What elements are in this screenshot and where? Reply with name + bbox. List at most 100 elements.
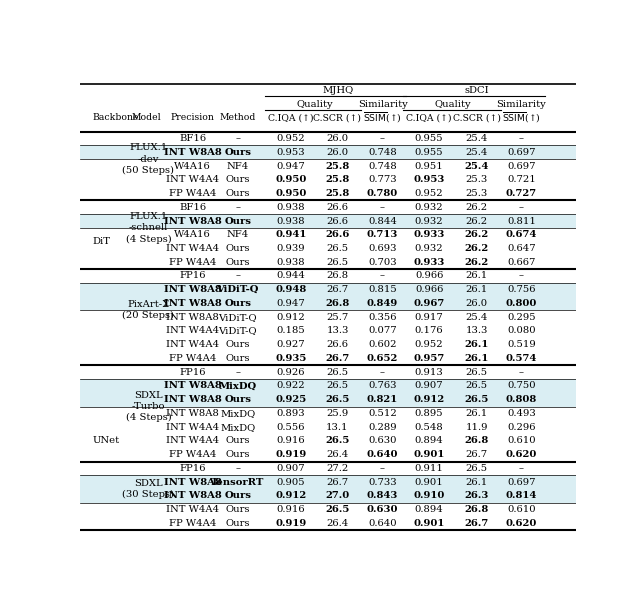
Text: 0.721: 0.721 <box>507 175 536 184</box>
Text: SDXL
(30 Steps): SDXL (30 Steps) <box>122 479 175 499</box>
Text: INT W8A8: INT W8A8 <box>164 395 221 404</box>
Text: 0.922: 0.922 <box>276 382 305 391</box>
Text: 27.2: 27.2 <box>326 464 349 473</box>
Text: UNet: UNet <box>92 436 120 445</box>
Text: Precision: Precision <box>171 113 214 122</box>
Text: DiT: DiT <box>92 237 111 246</box>
Text: 0.944: 0.944 <box>276 271 305 280</box>
Text: 0.610: 0.610 <box>507 505 536 514</box>
Text: 26.1: 26.1 <box>466 285 488 294</box>
Text: 0.951: 0.951 <box>415 161 444 170</box>
Text: 0.176: 0.176 <box>415 326 444 335</box>
Text: 0.821: 0.821 <box>367 395 398 404</box>
Text: 0.733: 0.733 <box>368 478 397 487</box>
Text: 0.703: 0.703 <box>368 258 397 267</box>
Text: 26.2: 26.2 <box>465 244 489 253</box>
Text: ViDiT-Q: ViDiT-Q <box>218 326 257 335</box>
Text: 26.2: 26.2 <box>466 217 488 226</box>
Text: 25.8: 25.8 <box>325 189 349 198</box>
Text: 0.620: 0.620 <box>506 450 537 459</box>
Text: INT W4A4: INT W4A4 <box>166 436 219 445</box>
Text: 26.3: 26.3 <box>465 491 489 500</box>
Text: 0.574: 0.574 <box>506 354 537 363</box>
Text: C.IQA (↑): C.IQA (↑) <box>406 113 452 122</box>
Text: 0.932: 0.932 <box>415 244 444 253</box>
Text: 0.185: 0.185 <box>276 326 305 335</box>
Text: 0.814: 0.814 <box>506 491 537 500</box>
Text: 0.697: 0.697 <box>507 148 536 157</box>
Text: 0.800: 0.800 <box>506 299 537 308</box>
Text: 0.811: 0.811 <box>507 217 536 226</box>
Text: 27.0: 27.0 <box>325 491 349 500</box>
Text: FP W4A4: FP W4A4 <box>169 519 216 528</box>
Text: –: – <box>380 368 385 377</box>
Text: 0.652: 0.652 <box>367 354 398 363</box>
Text: Ours: Ours <box>225 519 250 528</box>
Text: 0.932: 0.932 <box>415 203 444 212</box>
Text: PixArt-Σ
(20 Steps): PixArt-Σ (20 Steps) <box>122 300 175 320</box>
Text: MixDQ: MixDQ <box>219 382 257 391</box>
Text: INT W4A4: INT W4A4 <box>166 244 219 253</box>
Text: FP W4A4: FP W4A4 <box>169 450 216 459</box>
Text: 26.0: 26.0 <box>466 299 488 308</box>
Text: 26.1: 26.1 <box>466 409 488 418</box>
Text: 26.2: 26.2 <box>466 203 488 212</box>
Text: 0.630: 0.630 <box>368 436 397 445</box>
Text: –: – <box>519 134 524 143</box>
Bar <box>80 283 576 296</box>
Text: –: – <box>380 464 385 473</box>
Text: 0.938: 0.938 <box>276 217 305 226</box>
Text: 26.5: 26.5 <box>326 382 349 391</box>
Text: 26.0: 26.0 <box>326 134 349 143</box>
Text: 0.952: 0.952 <box>415 340 444 349</box>
Text: 0.935: 0.935 <box>275 354 307 363</box>
Text: 0.289: 0.289 <box>368 423 397 432</box>
Text: –: – <box>519 464 524 473</box>
Text: 26.7: 26.7 <box>465 519 489 528</box>
Text: 0.953: 0.953 <box>413 175 445 184</box>
Text: 26.5: 26.5 <box>465 395 489 404</box>
Text: Ours: Ours <box>225 340 250 349</box>
Text: 0.966: 0.966 <box>415 271 444 280</box>
Text: Backbone: Backbone <box>92 113 139 122</box>
Text: 0.843: 0.843 <box>367 491 398 500</box>
Text: 0.548: 0.548 <box>415 423 444 432</box>
Text: 0.296: 0.296 <box>507 423 536 432</box>
Text: 26.7: 26.7 <box>325 354 349 363</box>
Text: 26.2: 26.2 <box>465 258 489 267</box>
Text: 0.693: 0.693 <box>368 244 397 253</box>
Text: 25.4: 25.4 <box>465 161 489 170</box>
Text: 0.938: 0.938 <box>276 203 305 212</box>
Text: FP16: FP16 <box>179 464 206 473</box>
Text: 0.808: 0.808 <box>506 395 537 404</box>
Text: 26.1: 26.1 <box>466 478 488 487</box>
Text: 0.519: 0.519 <box>507 340 536 349</box>
Text: C.SCR (↑): C.SCR (↑) <box>314 113 362 122</box>
Text: 0.933: 0.933 <box>413 230 445 239</box>
Text: 26.6: 26.6 <box>326 217 348 226</box>
Text: Ours: Ours <box>224 217 252 226</box>
Text: 0.919: 0.919 <box>275 450 307 459</box>
Text: 0.727: 0.727 <box>506 189 537 198</box>
Text: 26.7: 26.7 <box>466 450 488 459</box>
Text: 0.927: 0.927 <box>276 340 305 349</box>
Text: W4A16: W4A16 <box>174 230 211 239</box>
Text: 0.894: 0.894 <box>415 436 444 445</box>
Text: 0.697: 0.697 <box>507 478 536 487</box>
Text: 0.916: 0.916 <box>276 505 305 514</box>
Text: 0.773: 0.773 <box>368 175 397 184</box>
Text: 26.6: 26.6 <box>326 203 348 212</box>
Text: TensorRT: TensorRT <box>211 478 264 487</box>
Text: 0.948: 0.948 <box>275 285 307 294</box>
Text: 0.901: 0.901 <box>415 478 444 487</box>
Text: Ours: Ours <box>225 175 250 184</box>
Text: sDCI: sDCI <box>465 86 489 95</box>
Text: –: – <box>236 134 240 143</box>
Text: W4A16: W4A16 <box>174 161 211 170</box>
Text: 0.955: 0.955 <box>415 148 444 157</box>
Text: 25.3: 25.3 <box>466 189 488 198</box>
Text: SDXL
-Turbo
(4 Steps): SDXL -Turbo (4 Steps) <box>125 391 172 422</box>
Text: 0.926: 0.926 <box>276 368 305 377</box>
Text: Similarity: Similarity <box>497 100 547 109</box>
Text: 26.7: 26.7 <box>326 285 349 294</box>
